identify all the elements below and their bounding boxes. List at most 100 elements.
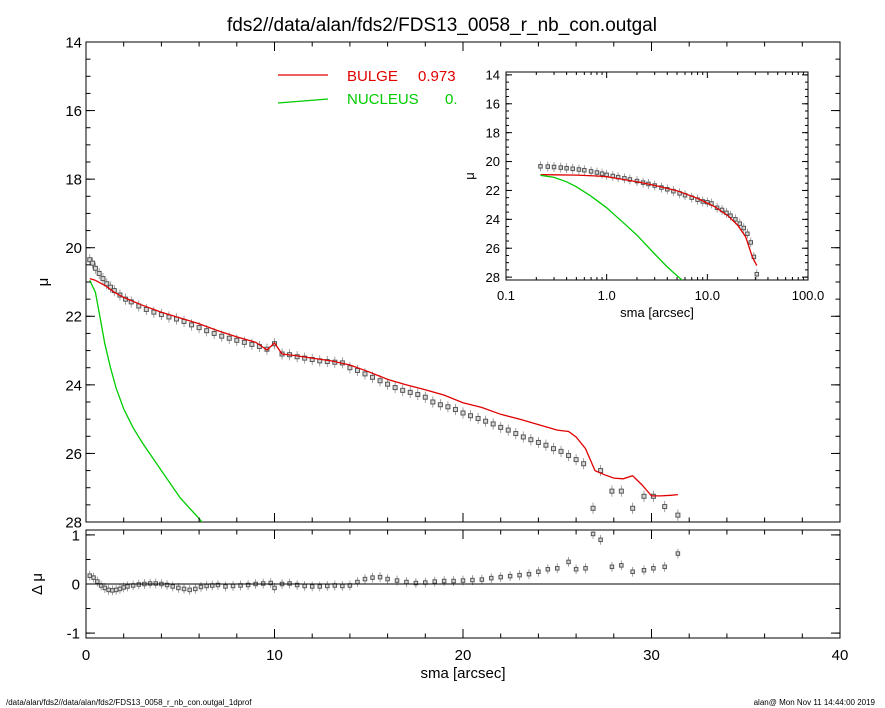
main-series-data-point (475, 415, 481, 421)
residual-series-residual-point (215, 582, 221, 588)
main-series-data-point (558, 448, 564, 454)
residual-series-residual-point (198, 584, 204, 590)
residual-series-residual-point (507, 573, 513, 579)
inset-series-data-point (545, 164, 551, 169)
residual-series-residual-point (91, 575, 96, 580)
inset-series-data-point (538, 164, 543, 169)
inset-xtick-label: 0.1 (497, 288, 515, 303)
main-series-data-point (505, 427, 511, 433)
main-series-data-point (92, 265, 98, 271)
inset-ytick-label: 18 (486, 125, 500, 140)
main-ytick-label: 14 (65, 34, 82, 51)
residual-ytick-label: 1 (72, 527, 80, 544)
inset-xtick-label: 10.0 (695, 288, 720, 303)
inset-series-data-point (558, 165, 564, 170)
inset-xtick-label: 1.0 (598, 288, 616, 303)
residual-series-residual-point (110, 588, 115, 593)
residual-series-residual-point (302, 583, 307, 589)
main-series-data-point (520, 434, 526, 440)
main-series-data-point (362, 371, 368, 377)
residual-series-residual-point (102, 585, 108, 591)
main-series-data-point (96, 270, 102, 276)
inset-series-data-point (594, 170, 600, 175)
main-series-data-point (234, 337, 240, 343)
residual-series-residual-point (662, 564, 667, 570)
inset-series-data-point (741, 225, 746, 231)
main-series-data-point (581, 461, 587, 467)
residual-series-residual-point (526, 571, 532, 577)
main-series-nucleus-line (89, 280, 203, 522)
residual-series-residual-point (573, 567, 579, 572)
inset-series-nucleus-line (540, 174, 683, 280)
residual-series-residual-point (675, 551, 681, 556)
inset-series-data-point (576, 167, 582, 172)
residual-series-residual-point (545, 567, 551, 572)
main-series-data-point (618, 488, 624, 494)
inset-ytick-label: 16 (486, 96, 500, 111)
residual-series-residual-point (609, 564, 615, 570)
residual-series-residual-point (536, 569, 541, 574)
residual-series-residual-point (590, 531, 596, 537)
residual-series-residual-point (517, 572, 522, 578)
residual-series-residual-point (641, 568, 647, 573)
residual-series-residual-point (121, 585, 126, 590)
legend-swatch-nucleus (277, 98, 329, 104)
main-series-data-point (675, 512, 681, 518)
residual-series-residual-point (87, 573, 93, 578)
residual-series-residual (87, 530, 681, 596)
inset-series-data-point (570, 166, 575, 172)
residual-series-residual-point (187, 587, 192, 593)
main-series-data-point (445, 404, 451, 410)
residual-series-residual-point (355, 579, 360, 585)
inset-series-data-point (737, 221, 743, 226)
main-series-data-point (226, 335, 232, 341)
legend-value-bulge: 0.973 (418, 68, 456, 85)
inset-xtick-label: 100.0 (792, 288, 825, 303)
main-series-data-point (422, 394, 428, 400)
footer-file-path: /data/alan/fds2//data/alan/fds2/FDS13_00… (6, 698, 252, 707)
residual-series-residual-point (317, 584, 322, 589)
main-series-data (87, 254, 681, 521)
main-series-data-point (347, 365, 353, 371)
residual-series-residual-point (413, 580, 419, 586)
main-ytick-label: 26 (65, 446, 82, 463)
residual-series-residual-point (598, 537, 603, 543)
main-series-data-point (662, 504, 668, 510)
residual-series-residual-point (460, 578, 466, 583)
main-series-data-point (385, 381, 391, 387)
main-ytick-label: 24 (65, 377, 82, 394)
main-series-data-point (204, 328, 210, 334)
inset-series-data-point (588, 169, 594, 174)
main-series-data-point (550, 446, 556, 452)
main-series-data-point (211, 330, 217, 336)
inset-ytick-label: 24 (486, 212, 500, 227)
residual-xtick-label: 30 (643, 647, 660, 664)
main-series-data-point (219, 333, 225, 339)
main-series-data-point (543, 442, 549, 448)
residual-series-residual-point (106, 587, 111, 593)
main-series-data-point (460, 410, 466, 416)
legend-label-nucleus: NUCLEUS (347, 91, 419, 108)
inset-plot-area (538, 161, 760, 280)
main-series-data-point (490, 421, 496, 427)
main-series-data-point (87, 257, 93, 263)
residual-series-residual-point (294, 582, 300, 588)
residual-x-axis-label: sma [arcsec] (420, 665, 505, 682)
main-series-data-point (151, 309, 157, 315)
residual-series-residual-point (619, 563, 624, 568)
main-series-data-point (100, 276, 106, 282)
main-ytick-label: 28 (65, 514, 82, 531)
main-series-data-point (354, 367, 360, 373)
main-series-data-point (302, 355, 308, 361)
main-plot-area (87, 254, 681, 522)
main-series-data-point (370, 374, 376, 380)
main-series-data-point (90, 260, 96, 266)
chart-title: fds2//data/alan/fds2/FDS13_0058_r_nb_con… (227, 15, 657, 36)
inset-background (458, 68, 820, 324)
residual-xtick-label: 40 (832, 647, 849, 664)
main-series-data-point (535, 439, 541, 445)
main-series-data-point (609, 488, 615, 494)
main-series-data-point (400, 387, 406, 393)
main-ytick-label: 16 (65, 103, 82, 120)
